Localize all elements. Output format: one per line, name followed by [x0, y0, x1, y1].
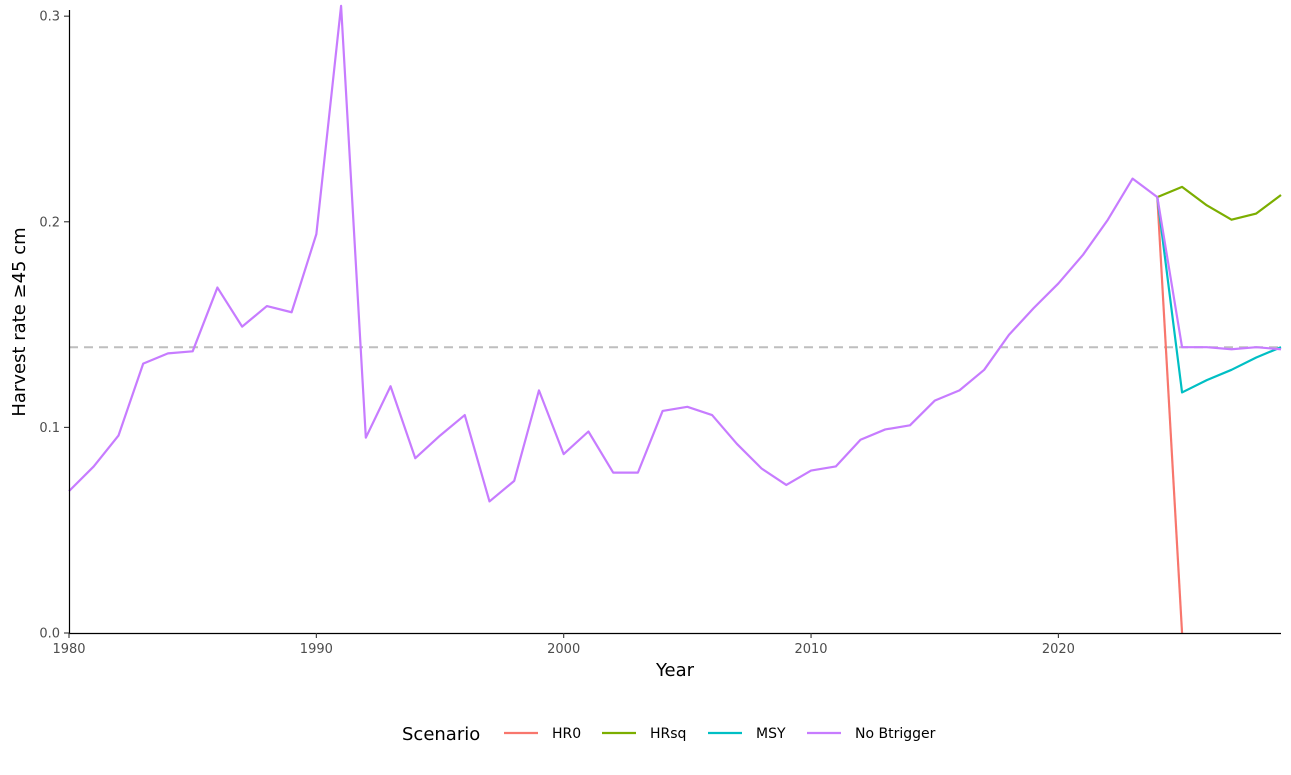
x-tick-label: 2000	[547, 642, 580, 657]
x-axis-title: Year	[655, 660, 695, 681]
series-line-hrsq	[1156, 185, 1282, 221]
legend-title: Scenario	[402, 724, 480, 745]
series-line-msy	[1156, 196, 1282, 394]
y-axis-title: Harvest rate ≥45 cm	[9, 227, 30, 416]
x-tick-label: 2010	[794, 642, 827, 657]
x-ticks: 1980 1990 2000 2010 2020	[52, 633, 1075, 657]
x-tick-label: 2020	[1042, 642, 1075, 657]
y-tick-label: 0.1	[39, 421, 60, 436]
x-tick-label: 1980	[52, 642, 85, 657]
axes-layer	[68, 10, 1281, 635]
series-layer	[68, 4, 1282, 634]
y-ticks: 0.0 0.1 0.2 0.3	[39, 10, 69, 642]
legend-label: MSY	[756, 726, 786, 742]
legend-label: HR0	[552, 726, 581, 742]
legend: Scenario HR0 HRsq MSY No Btrigger	[402, 724, 936, 745]
y-tick-label: 0.3	[39, 10, 60, 25]
y-tick-label: 0.2	[39, 215, 60, 230]
series-line-no-btrigger	[68, 4, 1282, 503]
legend-label: No Btrigger	[855, 726, 936, 742]
legend-label: HRsq	[650, 726, 686, 742]
series-line-hr0	[1156, 197, 1184, 634]
y-tick-label: 0.0	[39, 627, 60, 642]
x-tick-label: 1990	[300, 642, 333, 657]
